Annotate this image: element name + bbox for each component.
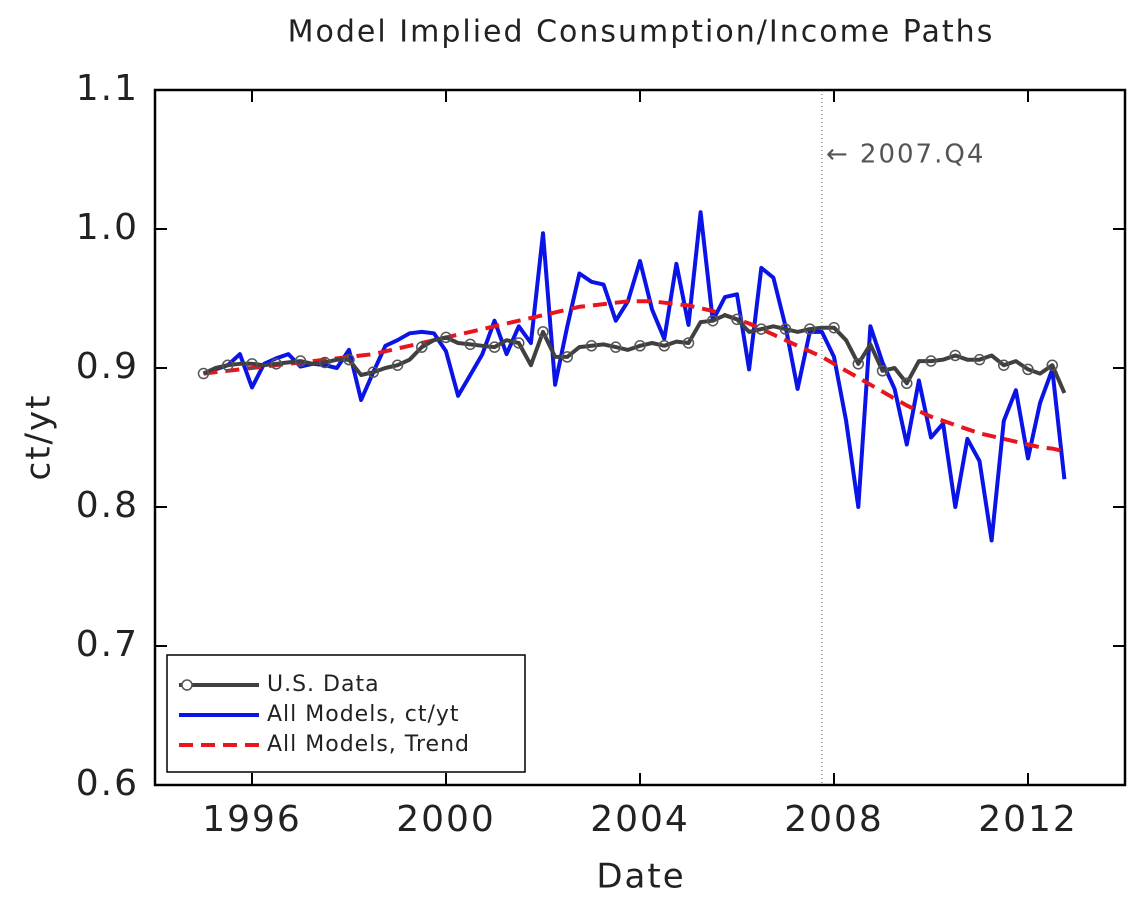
data-point [755,323,767,335]
x-tick-label: 2012 [978,799,1078,840]
series-line [203,299,1065,454]
legend-marker [181,679,193,691]
data-point [804,323,816,335]
series-line [202,210,1067,543]
x-axis-label: Date [596,857,685,897]
data-point [658,340,670,352]
legend-label: All Models, Trend [267,732,470,757]
data-point [1022,363,1034,376]
data-point [925,355,937,367]
chart-title: Model Implied Consumption/Income Paths [288,15,995,50]
data-point [343,353,355,366]
series-line [202,313,1067,394]
plot-frame [153,88,1127,787]
data-point [779,323,792,335]
data-point [197,367,210,380]
data-point [828,321,840,334]
data-point [270,358,282,370]
data-point [852,358,864,370]
data-point [949,349,961,362]
annotation: ← 2007.Q4 [826,140,986,170]
data-point [998,359,1010,371]
data-point [731,313,743,326]
data-point [367,366,379,378]
x-tick-label: 2008 [784,799,884,840]
data-point [876,365,889,377]
data-point [973,353,986,366]
y-tick-label: 1.0 [76,207,139,248]
x-tick-label: 1996 [202,799,302,840]
x-tick-label: 2000 [396,799,496,840]
x-tick-label: 2004 [590,799,690,840]
y-tick-label: 0.7 [76,624,139,665]
y-tick-label: 0.8 [76,485,139,526]
data-point [440,331,452,344]
y-tick-label: 0.6 [76,763,139,804]
y-axis-label: ct/yt [19,394,59,481]
data-point [682,337,695,349]
data-point [561,351,573,363]
y-tick-label: 0.9 [76,346,139,387]
data-point [537,326,549,338]
data-point [294,355,307,367]
data-point [707,314,719,327]
data-point [610,341,622,353]
data-point [901,377,913,390]
data-point [391,359,404,371]
data-point [585,340,598,352]
data-point [488,341,501,353]
data-point [416,341,428,353]
data-point [634,340,646,352]
legend-label: U.S. Data [267,672,380,697]
data-point [1046,359,1058,371]
data-point [319,356,331,369]
data-point [246,358,258,370]
data-point [464,338,476,351]
y-tick-label: 1.1 [76,68,139,109]
legend-label: All Models, ct/yt [267,702,460,727]
data-point [222,359,234,371]
data-point [513,337,525,349]
